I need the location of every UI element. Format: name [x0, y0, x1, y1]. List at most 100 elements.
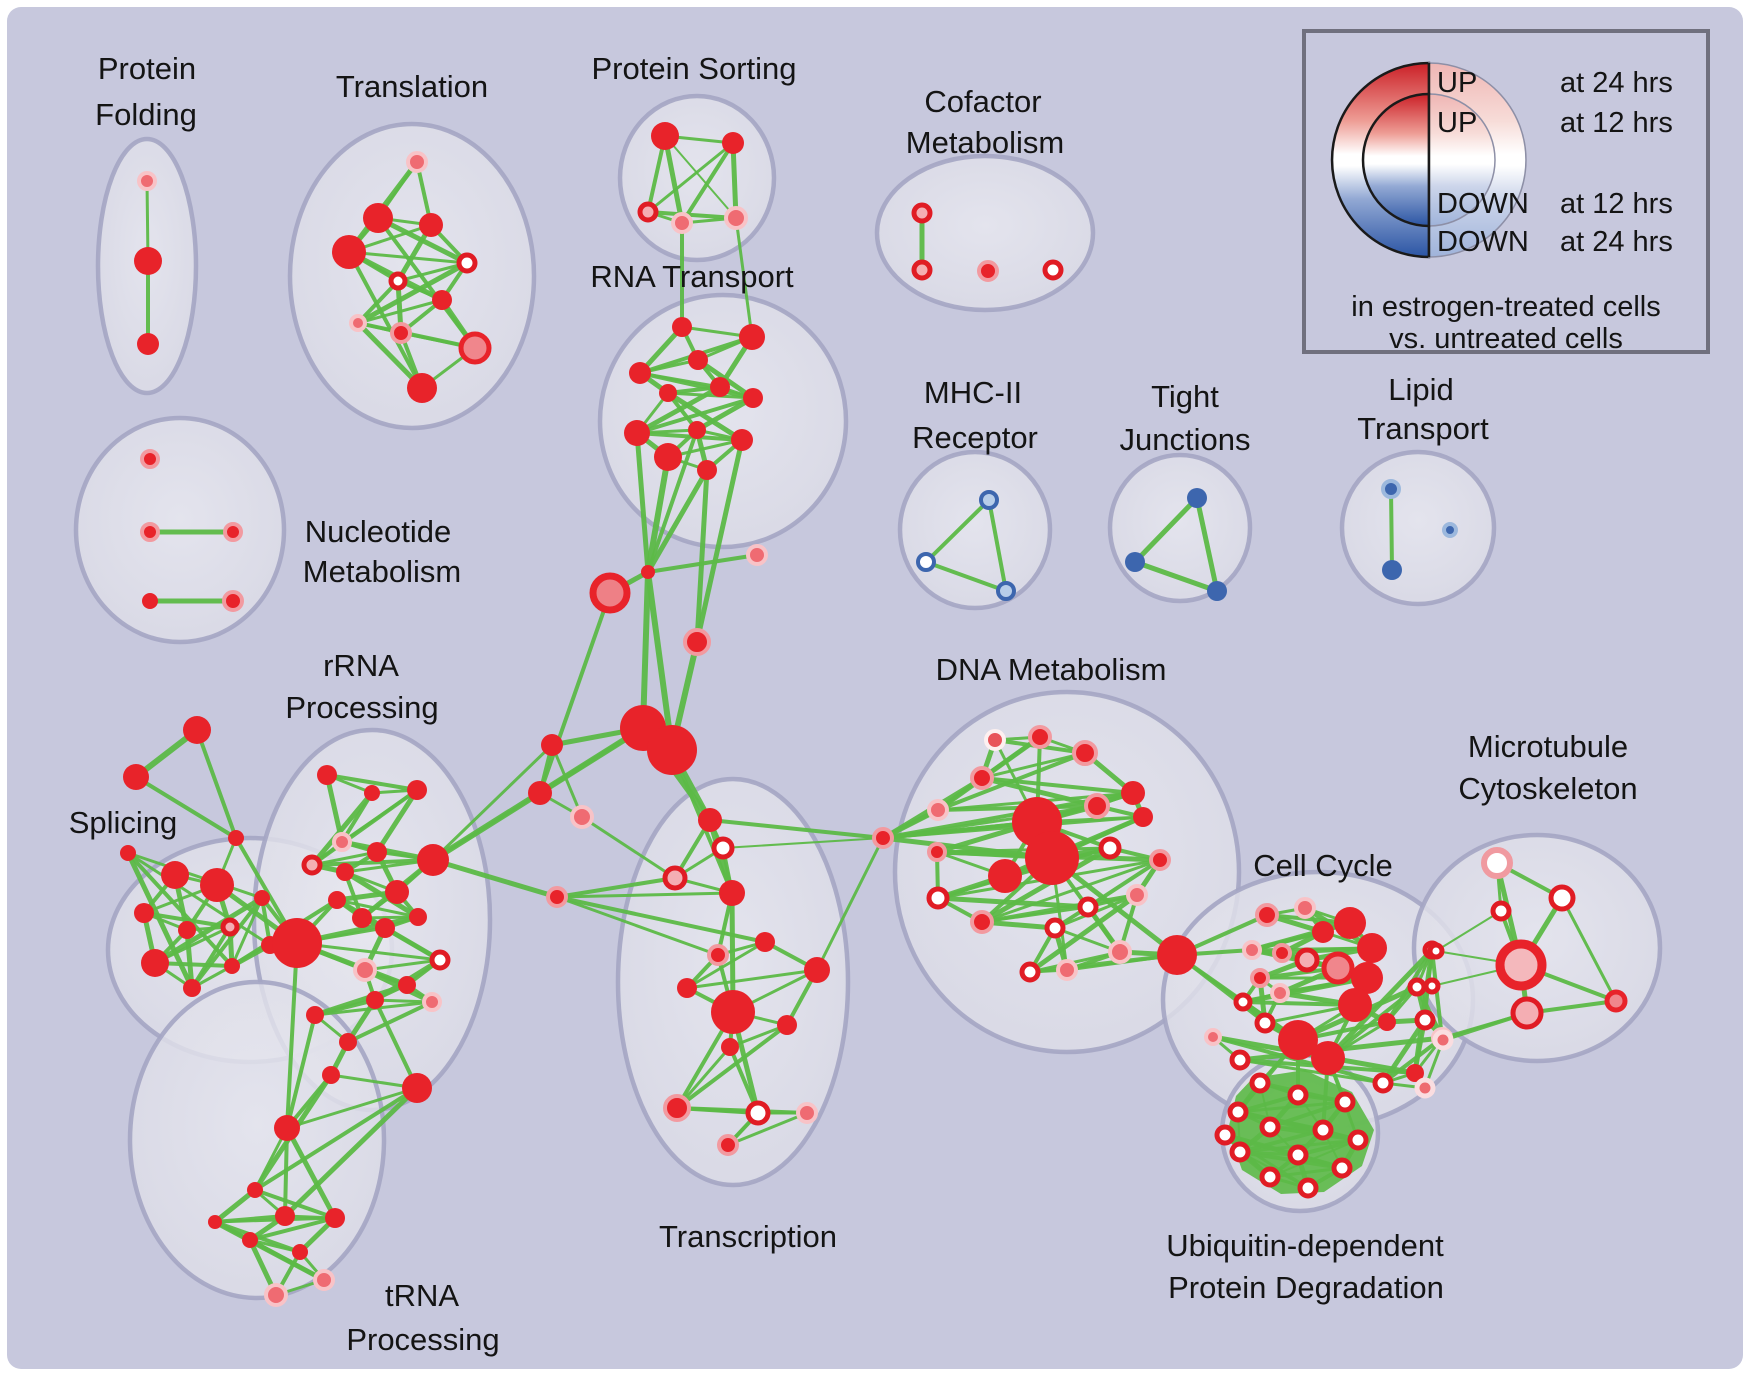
- network-edge: [730, 140, 739, 221]
- gene-node-translation: [390, 322, 412, 344]
- gene-node-cell-cycle: [1272, 943, 1292, 963]
- cluster-label-microtubule-cytoskeleton: Microtubule: [1468, 729, 1628, 764]
- cluster-zone-mhc-ii-receptor: [897, 449, 1053, 611]
- cluster-label-protein-folding: Folding: [95, 97, 197, 132]
- gene-node-dna-metabolism: [1044, 917, 1066, 939]
- network-edge: [356, 298, 444, 325]
- network-edge: [1132, 559, 1220, 594]
- gene-node-dna-metabolism: [927, 799, 949, 821]
- gene-node-transcription: [796, 1102, 818, 1124]
- network-edge: [190, 896, 264, 990]
- cluster-label-mhc-ii-receptor: MHC-II: [924, 375, 1022, 410]
- gene-node-connector-hubs: [183, 716, 211, 744]
- gene-node-connector-hubs: [123, 764, 149, 790]
- gene-node-trna-processing: [264, 1283, 288, 1307]
- network-edge: [665, 390, 745, 443]
- gene-node-cell-cycle: [1255, 903, 1279, 927]
- gene-node-protein-sorting: [724, 206, 748, 230]
- network-edge: [979, 845, 1113, 925]
- cluster-label-ubiquitin-degradation: Ubiquitin-dependent: [1166, 1228, 1444, 1263]
- gene-node-transcription: [777, 1015, 797, 1035]
- gene-node-transcription: [662, 865, 688, 891]
- gene-node-transcription: [719, 880, 745, 906]
- gene-node-cell-cycle: [1351, 962, 1383, 994]
- network-edge: [645, 467, 710, 575]
- legend-footer-line1: in estrogen-treated cells: [1351, 291, 1661, 323]
- network-edge: [638, 371, 755, 400]
- network-edge: [230, 896, 264, 968]
- gene-node-microtubule-cytoskeleton: [1423, 977, 1441, 995]
- network-edge: [936, 846, 1112, 900]
- legend-row-label: UP: [1437, 67, 1477, 99]
- gene-node-ubiquitin-degradation: [1214, 1124, 1236, 1146]
- gene-node-cell-cycle: [1338, 988, 1372, 1022]
- gene-node-cofactor-metabolism: [911, 259, 933, 281]
- cluster-label-lipid-transport: Lipid: [1388, 372, 1454, 407]
- gene-node-translation: [407, 373, 437, 403]
- network-edge: [708, 818, 885, 840]
- gene-node-rna-transport: [710, 377, 730, 397]
- gene-node-cell-cycle: [1311, 1041, 1345, 1075]
- legend-inner-left-half-icon: [1361, 92, 1431, 228]
- gene-node-microtubule-cytoskeleton: [1427, 942, 1445, 960]
- network-edge: [212, 1187, 258, 1225]
- legend-row-time: at 24 hrs: [1560, 67, 1673, 99]
- gene-node-dna-metabolism: [927, 842, 947, 862]
- network-edge: [396, 261, 469, 283]
- gene-node-rrna-processing: [332, 832, 352, 852]
- network-edge: [980, 776, 1135, 795]
- gene-node-ubiquitin-degradation: [1249, 1072, 1271, 1094]
- gene-node-protein-sorting: [671, 212, 693, 234]
- network-edge: [645, 569, 675, 753]
- network-edge: [685, 968, 819, 990]
- network-edge: [1086, 858, 1162, 909]
- network-edge: [355, 320, 425, 391]
- gene-node-transcription: [711, 836, 735, 860]
- cluster-label-tight-junctions: Junctions: [1120, 422, 1251, 457]
- gene-node-cofactor-metabolism: [911, 202, 933, 224]
- gene-node-trna-processing: [208, 1215, 222, 1229]
- legend-row-label: DOWN: [1437, 188, 1529, 220]
- gene-node-cell-cycle: [1334, 907, 1366, 939]
- gene-node-connector-hubs: [528, 781, 552, 805]
- gene-node-protein-folding: [134, 247, 162, 275]
- gene-node-microtubule-cytoskeleton: [1548, 884, 1576, 912]
- network-edge: [248, 1238, 326, 1282]
- network-edge: [987, 498, 1008, 593]
- gene-node-transcription: [698, 808, 722, 832]
- gene-node-connector-hubs: [746, 544, 768, 566]
- gene-node-transcription: [546, 886, 568, 908]
- cluster-label-splicing: Splicing: [69, 805, 178, 840]
- gene-node-trna-processing: [275, 1206, 295, 1226]
- gene-node-cell-cycle: [1250, 968, 1270, 988]
- cluster-label-rrna-processing: Processing: [285, 690, 438, 725]
- gene-node-translation: [432, 290, 452, 310]
- legend: UP at 24 hrs UP at 12 hrs DOWN at 12 hrs…: [1302, 29, 1710, 355]
- gene-node-rna-transport: [672, 317, 692, 337]
- network-edge: [1435, 910, 1502, 952]
- gene-node-splicing: [183, 979, 201, 997]
- gene-node-ubiquitin-degradation: [1259, 1166, 1281, 1188]
- network-edge: [935, 895, 1091, 910]
- gene-node-protein-folding: [137, 333, 159, 355]
- gene-node-rrna-processing: [385, 880, 409, 904]
- gene-node-rrna-processing: [407, 780, 427, 800]
- network-edge: [694, 467, 710, 645]
- cluster-label-protein-folding: Protein: [98, 51, 196, 86]
- cluster-label-mhc-ii-receptor: Receptor: [912, 420, 1038, 455]
- network-nodes: [120, 122, 1628, 1307]
- cluster-label-nucleotide-metabolism: Metabolism: [303, 554, 462, 589]
- gene-node-rrna-processing: [339, 1033, 357, 1051]
- gene-node-lipid-transport: [1381, 479, 1401, 499]
- network-edge: [685, 940, 767, 990]
- network-edge: [881, 820, 1039, 840]
- network-edge: [1194, 495, 1220, 594]
- gene-node-mhc-ii-receptor: [916, 552, 936, 572]
- gene-node-ubiquitin-degradation: [1347, 1129, 1369, 1151]
- network-edge: [1381, 1036, 1444, 1085]
- gene-node-dna-metabolism: [1077, 896, 1099, 918]
- gene-node-ubiquitin-degradation: [1227, 1101, 1249, 1123]
- gene-node-cell-cycle: [1312, 921, 1334, 943]
- network-edge: [253, 1086, 419, 1192]
